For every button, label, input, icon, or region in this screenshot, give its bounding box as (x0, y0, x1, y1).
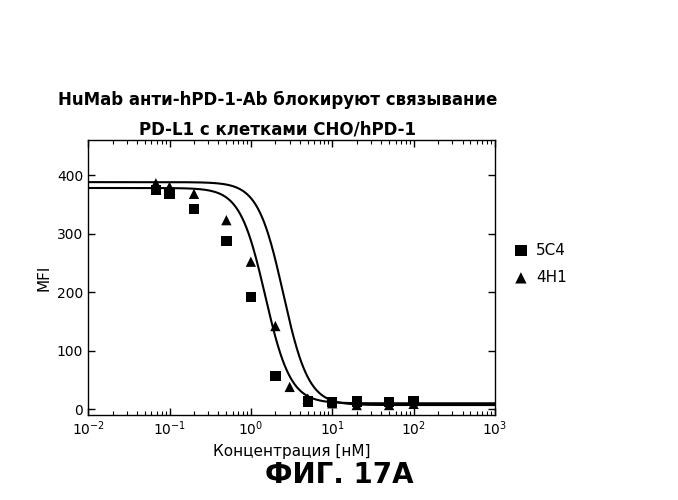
4H1 (408, 400, 419, 408)
5C4 (188, 205, 199, 213)
5C4 (351, 398, 362, 406)
5C4 (302, 398, 313, 406)
4H1 (270, 322, 281, 330)
4H1 (384, 401, 395, 409)
4H1 (188, 190, 199, 198)
4H1 (164, 183, 175, 191)
4H1 (245, 258, 256, 266)
Text: PD-L1 с клетками CHO/hPD-1: PD-L1 с клетками CHO/hPD-1 (140, 121, 416, 139)
5C4 (384, 398, 395, 406)
Y-axis label: MFI: MFI (37, 264, 52, 290)
5C4 (270, 372, 281, 380)
4H1 (327, 400, 338, 407)
4H1 (151, 180, 161, 188)
Legend: 5C4, 4H1: 5C4, 4H1 (515, 242, 567, 285)
5C4 (327, 398, 338, 406)
5C4 (164, 190, 175, 198)
Text: ФИГ. 17А: ФИГ. 17А (264, 461, 414, 489)
4H1 (302, 394, 313, 402)
4H1 (221, 216, 232, 224)
Text: HuMab анти-hPD-1-Ab блокируют связывание: HuMab анти-hPD-1-Ab блокируют связывание (58, 91, 498, 109)
4H1 (351, 401, 362, 409)
5C4 (151, 186, 161, 194)
5C4 (408, 397, 419, 405)
4H1 (284, 383, 295, 391)
X-axis label: Концентрация [нМ]: Концентрация [нМ] (213, 444, 370, 459)
5C4 (221, 237, 232, 245)
5C4 (245, 293, 256, 301)
